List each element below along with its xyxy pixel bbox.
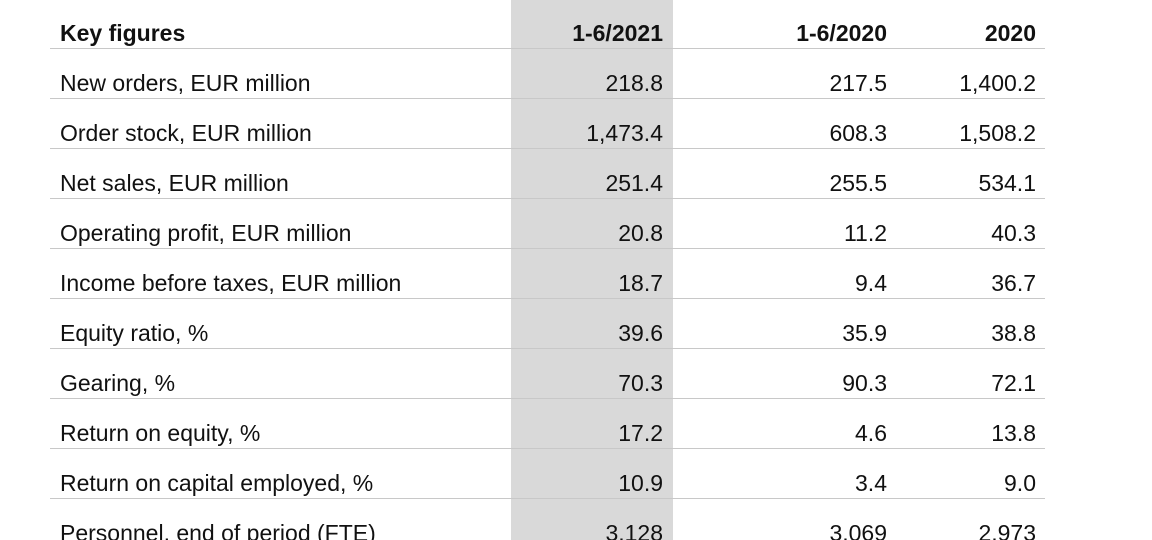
column-header: Key figures	[60, 20, 186, 46]
cell-value: 11.2	[843, 220, 887, 246]
row-divider	[50, 98, 1045, 99]
cell-value: 534.1	[978, 170, 1036, 196]
cell-value: 2,973	[978, 520, 1036, 540]
cell-value: 217.5	[829, 70, 887, 96]
column-header: 1-6/2020	[796, 20, 887, 46]
row-label: Return on equity, %	[60, 420, 261, 446]
row-label: New orders, EUR million	[60, 70, 311, 96]
row-label: Equity ratio, %	[60, 320, 209, 346]
cell-value: 3,128	[605, 520, 663, 540]
cell-value: 35.9	[842, 320, 887, 346]
row-label: Income before taxes, EUR million	[60, 270, 402, 296]
row-label: Operating profit, EUR million	[60, 220, 352, 246]
cell-value: 218.8	[605, 70, 663, 96]
cell-value: 10.9	[618, 470, 663, 496]
row-divider	[50, 48, 1045, 49]
cell-value: 70.3	[618, 370, 663, 396]
cell-value: 17.2	[618, 420, 663, 446]
cell-value: 608.3	[829, 120, 887, 146]
cell-value: 1,400.2	[959, 70, 1036, 96]
cell-value: 1,473.4	[586, 120, 663, 146]
cell-value: 13.8	[991, 420, 1036, 446]
cell-value: 9.4	[855, 270, 887, 296]
cell-value: 40.3	[991, 220, 1036, 246]
cell-value: 4.6	[855, 420, 887, 446]
cell-value: 1,508.2	[959, 120, 1036, 146]
cell-value: 90.3	[842, 370, 887, 396]
row-label: Net sales, EUR million	[60, 170, 289, 196]
row-divider	[50, 248, 1045, 249]
cell-value: 20.8	[618, 220, 663, 246]
row-label: Order stock, EUR million	[60, 120, 312, 146]
cell-value: 3,069	[829, 520, 887, 540]
row-label: Gearing, %	[60, 370, 176, 396]
row-divider	[50, 348, 1045, 349]
cell-value: 39.6	[618, 320, 663, 346]
row-label: Personnel, end of period (FTE)	[60, 520, 376, 540]
cell-value: 9.0	[1004, 470, 1036, 496]
row-label: Return on capital employed, %	[60, 470, 374, 496]
row-divider	[50, 498, 1045, 499]
cell-value: 251.4	[605, 170, 663, 196]
column-header: 1-6/2021	[572, 20, 663, 46]
column-header: 2020	[984, 20, 1036, 46]
cell-value: 72.1	[991, 370, 1036, 396]
cell-value: 18.7	[618, 270, 663, 296]
row-divider	[50, 448, 1045, 449]
row-divider	[50, 198, 1045, 199]
cell-value: 36.7	[991, 270, 1036, 296]
cell-value: 255.5	[829, 170, 887, 196]
highlight-column	[511, 0, 673, 540]
row-divider	[50, 298, 1045, 299]
cell-value: 3.4	[855, 470, 887, 496]
row-divider	[50, 148, 1045, 149]
cell-value: 38.8	[991, 320, 1036, 346]
row-divider	[50, 398, 1045, 399]
